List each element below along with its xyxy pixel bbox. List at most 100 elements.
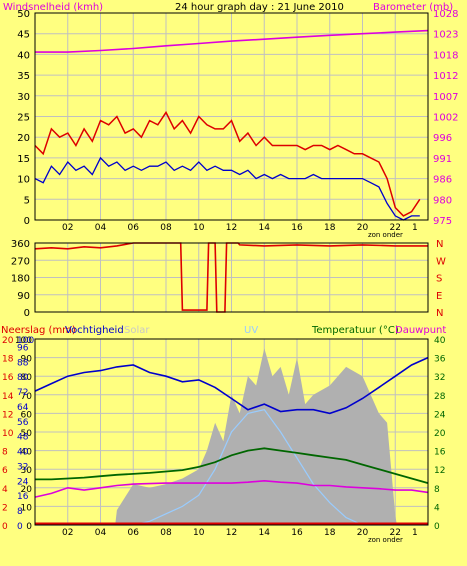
compass-label: S <box>436 274 442 285</box>
rain-tick-label: 0 <box>2 522 8 532</box>
temperature-tick-label: 28 <box>434 392 446 402</box>
x-tick-label: 04 <box>95 528 107 538</box>
x-tick-label: 14 <box>259 223 271 233</box>
temperature-tick-label: 12 <box>434 466 445 476</box>
humidity-temperature-panel: 0102030405060708090100024681012141618200… <box>2 336 446 544</box>
barometer-axis-label: Barometer (mb) <box>373 2 453 13</box>
rain-tick-label: 2 <box>2 503 8 513</box>
left-tick-label: 80 <box>21 373 33 383</box>
x-tick-label: 14 <box>259 528 271 538</box>
temperature-line <box>35 447 429 484</box>
humidity-tick-label: 24 <box>17 477 29 487</box>
wind-panel-axes: 0510152025303540455097598098699199610021… <box>17 9 458 239</box>
x-tick-label: 20 <box>357 223 369 233</box>
humidity-tick-label: 56 <box>17 418 29 428</box>
x-tick-label: 06 <box>128 528 140 538</box>
humidity-tick-label: 80 <box>17 373 29 383</box>
barometer-tick-label: 1002 <box>433 113 458 124</box>
x-tick-label: 02 <box>62 223 73 233</box>
x-tick-label: 1 <box>412 223 418 233</box>
left-tick-label: 10 <box>21 503 33 513</box>
barometer-tick-label: 1028 <box>433 9 458 20</box>
wind-tick-label: 5 <box>24 195 30 206</box>
barometer-line <box>35 29 429 53</box>
direction-panel-grid <box>35 242 428 313</box>
humidity-tick-label: 0 <box>17 522 23 532</box>
barometer-tick-label: 991 <box>433 154 452 165</box>
rain-tick-label: 6 <box>2 466 8 476</box>
x-tick-label: 02 <box>62 528 73 538</box>
wind-tick-label: 0 <box>24 216 30 227</box>
uv-label: UV <box>244 325 258 336</box>
x-tick-label: 22 <box>390 528 401 538</box>
uv-line <box>35 409 428 526</box>
left-tick-label: 60 <box>21 410 33 420</box>
x-tick-label: 18 <box>324 528 336 538</box>
left-tick-label: 90 <box>21 355 33 365</box>
barometer-tick-label: 980 <box>433 195 452 206</box>
wind-tick-label: 25 <box>17 113 30 124</box>
left-tick-label: 0 <box>26 522 32 532</box>
wind-tick-label: 40 <box>17 50 30 61</box>
temperature-tick-label: 8 <box>434 485 440 495</box>
x-tick-label: 06 <box>128 223 140 233</box>
x-tick-label: 12 <box>226 528 237 538</box>
humidity-tick-label: 16 <box>17 492 29 502</box>
direction-tick-label: 90 <box>17 291 30 302</box>
rain-tick-label: 10 <box>2 429 14 439</box>
humidity-axis-label: Vochtigheid <box>65 325 124 336</box>
direction-tick-label: 0 <box>24 308 30 319</box>
barometer-tick-label: 996 <box>433 133 452 144</box>
direction-tick-label: 180 <box>11 274 30 285</box>
x-tick-label: 08 <box>160 223 172 233</box>
x-tick-label: 10 <box>193 528 205 538</box>
x-tick-label: 08 <box>160 528 172 538</box>
temperature-tick-label: 16 <box>434 448 446 458</box>
dewpoint-line <box>34 479 429 498</box>
wind-line <box>34 156 420 221</box>
barometer-tick-label: 1007 <box>433 92 458 103</box>
direction-tick-label: 360 <box>11 239 30 250</box>
temperature-tick-label: 40 <box>434 336 446 346</box>
x-tick-label: 10 <box>193 223 205 233</box>
left-tick-label: 100 <box>15 336 32 346</box>
humidity-tick-label: 64 <box>17 403 29 413</box>
temperature-tick-label: 20 <box>434 429 446 439</box>
rain-tick-label: 4 <box>2 485 8 495</box>
left-tick-label: 50 <box>21 429 33 439</box>
humidity-tick-label: 88 <box>17 358 29 368</box>
temperature-tick-label: 4 <box>434 503 440 513</box>
humidity-tick-label: 32 <box>17 462 28 472</box>
x-tick-label: 22 <box>390 223 401 233</box>
left-tick-label: 30 <box>21 466 33 476</box>
direction-panel-frame <box>34 242 429 313</box>
compass-label: E <box>436 291 442 302</box>
temperature-axis-label: Temperatuur (°C) <box>311 325 399 336</box>
solar-label: Solar <box>124 325 150 336</box>
chart-title: 24 hour graph day : 21 June 2010 <box>175 2 344 13</box>
x-tick-label: 20 <box>357 528 369 538</box>
wind-tick-label: 35 <box>17 71 30 82</box>
temperature-tick-label: 36 <box>434 355 446 365</box>
x-tick-label: 12 <box>226 223 237 233</box>
solar-area <box>35 348 428 525</box>
compass-label: W <box>436 256 446 267</box>
x-tick-label: 04 <box>95 223 107 233</box>
x-tick-label: 16 <box>291 528 303 538</box>
humidity-panel-frame <box>34 338 429 526</box>
x-tick-label: 1 <box>412 528 418 538</box>
rain-tick-label: 20 <box>2 336 14 346</box>
humidity-tick-label: 72 <box>17 388 28 398</box>
barometer-tick-label: 1012 <box>433 71 458 82</box>
temperature-tick-label: 32 <box>434 373 445 383</box>
rain-tick-label: 12 <box>2 410 13 420</box>
rain-tick-label: 18 <box>2 355 14 365</box>
wind-tick-label: 10 <box>17 175 30 186</box>
humidity-tick-label: 100 <box>17 336 34 346</box>
sunset-label: zon onder <box>368 536 403 544</box>
rain-tick-label: 8 <box>2 448 8 458</box>
wind-panel-frame <box>34 12 429 221</box>
humidity-tick-label: 48 <box>17 433 29 443</box>
